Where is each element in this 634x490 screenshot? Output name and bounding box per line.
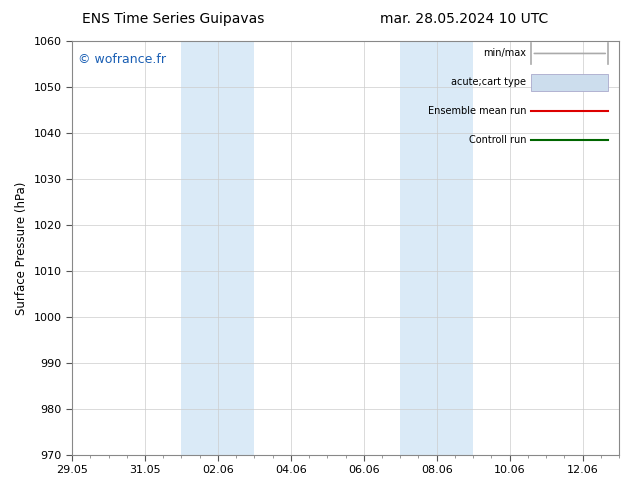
Text: © wofrance.fr: © wofrance.fr [77,53,165,67]
Y-axis label: Surface Pressure (hPa): Surface Pressure (hPa) [15,181,28,315]
Text: Ensemble mean run: Ensemble mean run [427,106,526,116]
Bar [181,41,254,455]
Text: min/max: min/max [483,49,526,58]
Text: ENS Time Series Guipavas: ENS Time Series Guipavas [82,12,265,26]
Text: Controll run: Controll run [469,135,526,146]
Text: acute;cart type: acute;cart type [451,77,526,87]
FancyBboxPatch shape [531,74,608,91]
Bar [400,41,473,455]
Text: mar. 28.05.2024 10 UTC: mar. 28.05.2024 10 UTC [380,12,548,26]
